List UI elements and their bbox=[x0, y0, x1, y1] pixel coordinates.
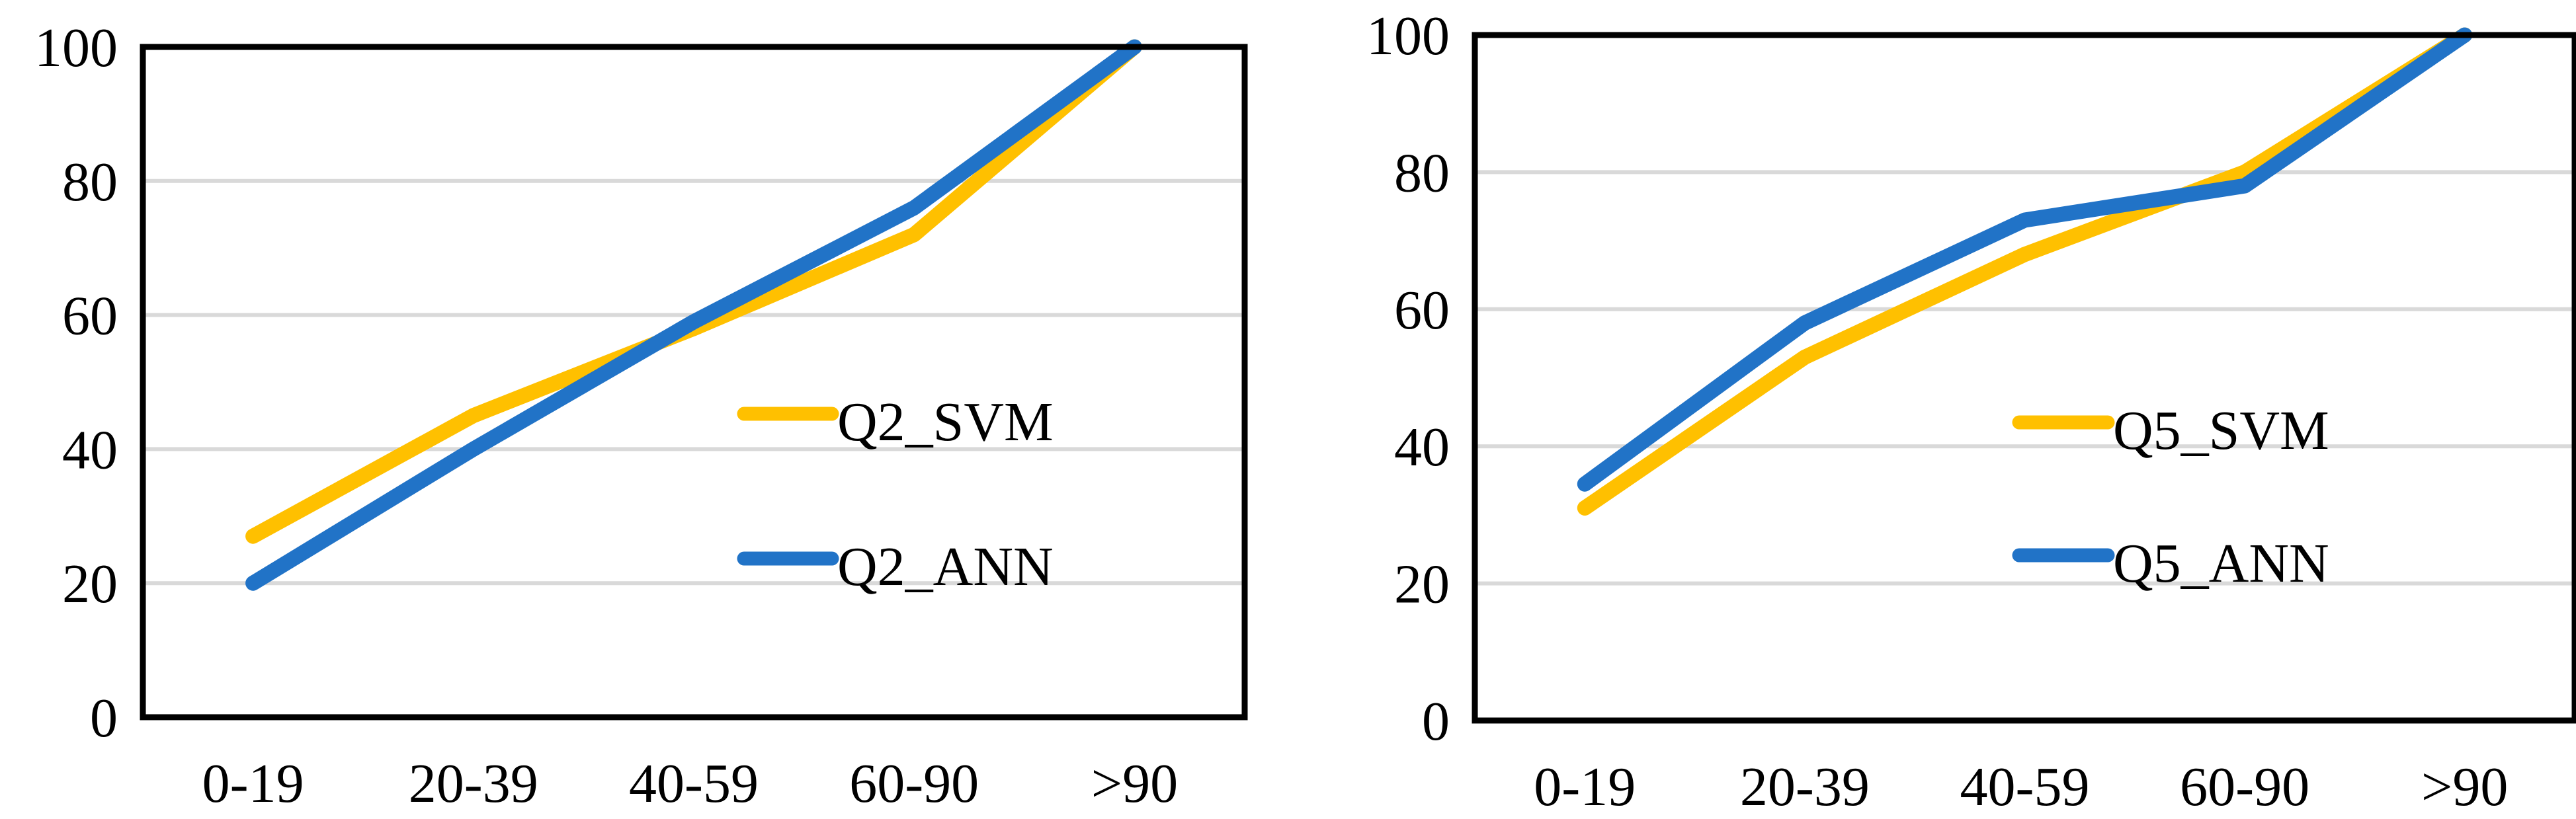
x-tick-label: 40-59 bbox=[629, 753, 759, 814]
series-line-q2_ann bbox=[245, 39, 1142, 591]
y-tick-label: 60 bbox=[1394, 280, 1450, 341]
legend-label-q2_svm: Q2_SVM bbox=[837, 391, 1054, 453]
x-tick-label: >90 bbox=[2421, 756, 2508, 818]
y-tick-label: 100 bbox=[1366, 5, 1450, 67]
plot-border bbox=[140, 44, 1248, 721]
series-line-q2_svm bbox=[245, 39, 1142, 544]
y-tick-label: 0 bbox=[90, 687, 118, 749]
y-tick-label: 60 bbox=[62, 286, 118, 347]
x-tick-label: 20-39 bbox=[409, 753, 538, 814]
y-tick-label: 80 bbox=[62, 151, 118, 213]
x-tick-label: 0-19 bbox=[202, 753, 304, 814]
y-tick-label: 80 bbox=[1394, 142, 1450, 204]
y-tick-label: 0 bbox=[1422, 691, 1450, 752]
y-tick-label: 40 bbox=[62, 419, 118, 481]
plot-border bbox=[1472, 32, 2576, 724]
y-tick-label: 20 bbox=[62, 553, 118, 615]
x-tick-label: 20-39 bbox=[1740, 756, 1870, 818]
y-tick-label: 20 bbox=[1394, 554, 1450, 615]
legend-label-q5_svm: Q5_SVM bbox=[2113, 400, 2329, 461]
x-tick-label: >90 bbox=[1091, 753, 1178, 814]
y-tick-label: 40 bbox=[1394, 416, 1450, 478]
series-line-q5_ann bbox=[1577, 27, 2473, 492]
q5-chart: 0 20 40 60 80 100 0-19 20-39 40-59 60-90 >90 Q5_SVM… bbox=[1366, 5, 2576, 818]
series-line-q5_svm bbox=[1577, 27, 2473, 516]
q2-chart: 0 20 40 60 80 100 0-19 20-39 40-59 60-90 >90 Q2_SVM… bbox=[34, 17, 1248, 814]
legend-label-q2_ann: Q2_ANN bbox=[837, 536, 1054, 598]
legend-label-q5_ann: Q5_ANN bbox=[2113, 533, 2329, 594]
y-tick-label: 100 bbox=[34, 17, 118, 79]
x-tick-label: 60-90 bbox=[849, 753, 979, 814]
x-tick-label: 60-90 bbox=[2180, 756, 2309, 818]
x-tick-label: 0-19 bbox=[1534, 756, 1636, 818]
x-tick-label: 40-59 bbox=[1960, 756, 2090, 818]
